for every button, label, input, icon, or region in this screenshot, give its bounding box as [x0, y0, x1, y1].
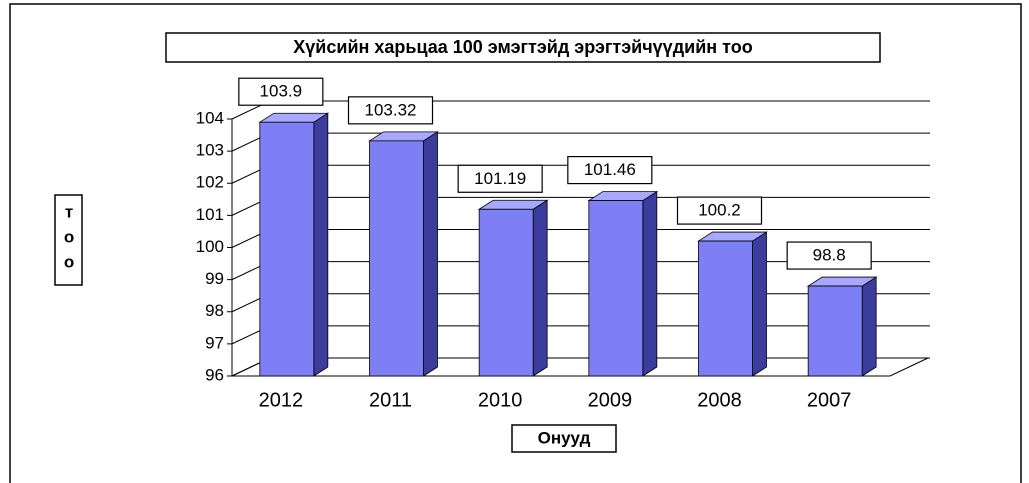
- value-label-box: [457, 164, 543, 193]
- bar: [258, 112, 330, 377]
- bar-side: [423, 131, 438, 377]
- y-tick-label: 99: [205, 269, 224, 288]
- value-label-box: [786, 241, 872, 270]
- value-label: 101.46: [584, 160, 636, 179]
- bar-front: [369, 140, 424, 377]
- x-label-box: [511, 424, 617, 453]
- value-label: 100.2: [698, 201, 741, 220]
- bar-front: [478, 208, 534, 377]
- bar-side: [532, 199, 548, 377]
- bar: [587, 190, 659, 377]
- value-label-box: [676, 196, 763, 225]
- value-label: 103.9: [260, 82, 303, 101]
- value-label-box: [238, 77, 324, 106]
- y-tick-label: 97: [205, 333, 224, 352]
- value-label-box: [567, 155, 653, 185]
- bar-side: [752, 231, 767, 377]
- x-tick-label: 2010: [478, 389, 523, 411]
- y-label-box: [54, 194, 83, 286]
- value-label: 101.19: [474, 169, 526, 188]
- bar: [697, 231, 768, 377]
- value-label: 98.8: [813, 246, 846, 265]
- value-label-box: [347, 96, 434, 125]
- y-tick-label: 98: [205, 301, 224, 320]
- x-tick-label: 2011: [369, 389, 412, 411]
- y-tick-label: 104: [196, 108, 224, 127]
- y-tick-label: 101: [196, 205, 224, 224]
- x-tick-label: 2008: [697, 389, 742, 411]
- bar-front: [588, 200, 644, 377]
- chart-title: Хүйсийн харьцаа 100 эмэгтэйд эрэгтэйчүүд…: [293, 37, 752, 57]
- y-axis-label: тоо: [60, 203, 79, 278]
- bar: [806, 276, 878, 377]
- bar: [368, 131, 439, 377]
- y-tick-label: 102: [196, 173, 224, 192]
- bar-side: [861, 276, 877, 377]
- value-label: 103.32: [365, 100, 417, 119]
- bar-front: [259, 121, 315, 377]
- grid-line: [231, 132, 930, 152]
- x-tick-label: 2007: [807, 389, 852, 411]
- bar: [477, 199, 549, 377]
- x-tick-label: 2009: [588, 389, 633, 411]
- grid-line: [231, 100, 930, 120]
- title-box: [165, 32, 881, 63]
- bar-front: [807, 285, 863, 377]
- y-tick-label: 96: [205, 365, 224, 384]
- bar-side: [313, 112, 329, 377]
- x-tick-label: 2012: [259, 389, 304, 411]
- bar-side: [642, 190, 658, 377]
- y-tick-label: 100: [196, 237, 224, 256]
- bar-front: [698, 240, 753, 377]
- frame: [9, 3, 1022, 483]
- y-tick-label: 103: [196, 141, 224, 160]
- x-axis-label: Онууд: [538, 428, 591, 447]
- grid-line: [231, 196, 930, 216]
